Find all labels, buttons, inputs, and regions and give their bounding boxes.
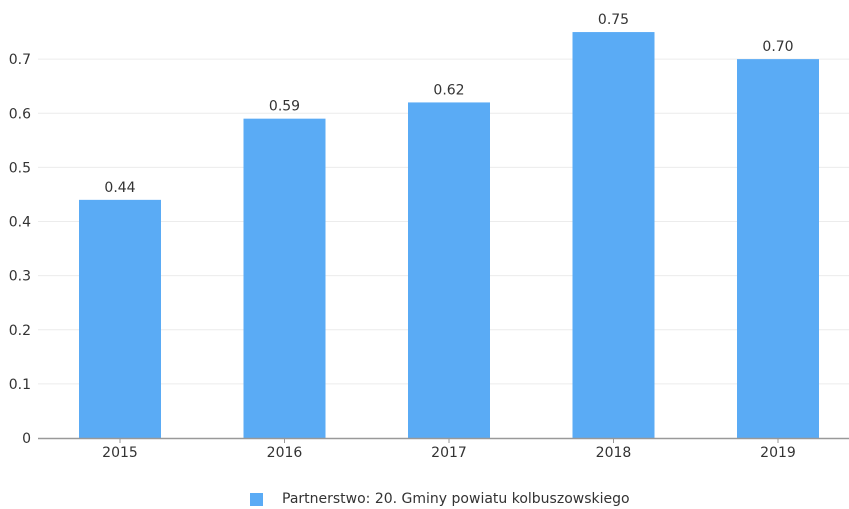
bar-2019[interactable] (737, 59, 819, 438)
bar-2015[interactable] (79, 199, 161, 438)
y-tick-label: 0.4 (9, 215, 31, 231)
x-tick-label-2016: 2016 (267, 445, 303, 461)
x-tick-label-2015: 2015 (102, 445, 138, 461)
x-axis (38, 437, 849, 443)
x-axis-tick-labels: 2015 2016 2017 2018 2019 (102, 445, 796, 461)
legend-swatch (250, 492, 263, 506)
bar-chart: 00.10.20.30.40.50.60.7 2015 2016 2017 2018 2… (9, 12, 849, 461)
legend-label: Partnerstwo: 20. Gminy powiatu kolbuszow… (282, 491, 630, 507)
x-tick-label-2019: 2019 (760, 445, 796, 461)
data-labels: 0.44 0.59 0.62 0.75 0.70 (104, 12, 793, 196)
y-tick-label: 0.3 (9, 269, 31, 285)
data-label-2019: 0.70 (762, 39, 793, 55)
y-tick-label: 0.5 (9, 160, 31, 176)
data-label-2015: 0.44 (104, 180, 135, 196)
x-tick-label-2018: 2018 (596, 445, 632, 461)
y-axis-tick-labels: 0 0.1 0.2 0.3 0.4 0.5 0.6 0.7 (9, 52, 31, 447)
x-tick-label-2017: 2017 (431, 445, 467, 461)
data-label-2016: 0.59 (269, 99, 300, 115)
bars (79, 32, 819, 439)
y-tick-label: 0.1 (9, 377, 31, 393)
y-tick-label: 0.6 (9, 106, 31, 122)
data-label-2018: 0.75 (598, 12, 629, 28)
bar-2016[interactable] (243, 118, 326, 438)
y-tick-label: 0.2 (9, 323, 31, 339)
bar-2018[interactable] (572, 32, 655, 438)
data-label-2017: 0.62 (433, 82, 464, 98)
y-tick-label: 0 (22, 431, 31, 447)
legend[interactable]: Partnerstwo: 20. Gminy powiatu kolbuszow… (250, 489, 630, 509)
y-tick-label: 0.7 (9, 52, 31, 68)
bar-2017[interactable] (408, 102, 490, 439)
